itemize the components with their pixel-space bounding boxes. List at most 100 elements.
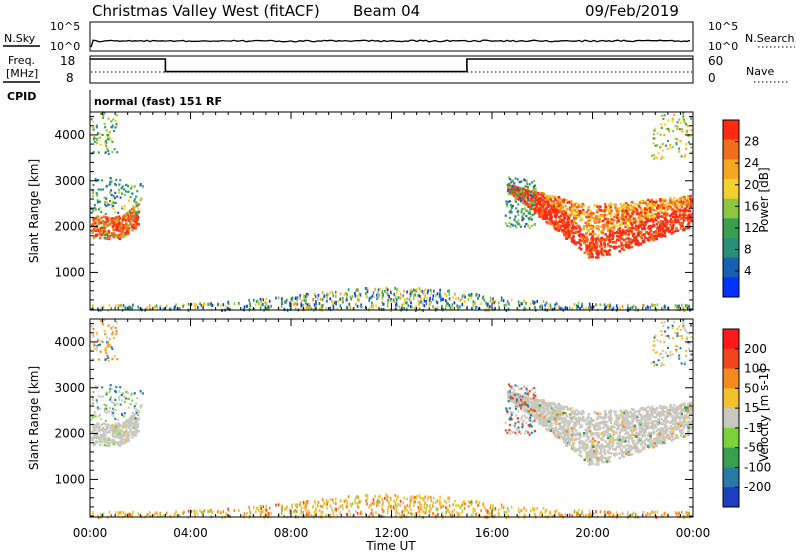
heatmap-cell <box>134 429 138 432</box>
heatmap-cell <box>510 206 513 209</box>
heatmap-cell <box>576 206 579 209</box>
heatmap-cell <box>347 495 350 499</box>
heatmap-cell <box>390 506 393 510</box>
heatmap-cell <box>686 223 689 227</box>
heatmap-cell <box>565 198 569 202</box>
heatmap-cell <box>649 214 652 218</box>
heatmap-cell <box>632 232 636 235</box>
heatmap-cell <box>390 291 392 295</box>
heatmap-cell <box>100 435 103 438</box>
heatmap-cell <box>193 302 196 306</box>
heatmap-cell <box>123 188 126 191</box>
heatmap-cell <box>534 222 536 225</box>
heatmap-cell <box>581 304 583 308</box>
heatmap-cell <box>533 212 536 216</box>
heatmap-cell <box>645 208 649 211</box>
heatmap-cell <box>321 298 324 302</box>
heatmap-cell <box>507 200 510 203</box>
heatmap-cell <box>621 211 625 215</box>
heatmap-cell <box>101 429 105 432</box>
heatmap-cell <box>561 218 564 222</box>
heatmap-cell <box>93 347 96 350</box>
heatmap-cell <box>291 503 294 507</box>
heatmap-cell <box>315 302 317 305</box>
heatmap-cell <box>366 496 369 500</box>
heatmap-cell <box>358 500 360 504</box>
heatmap-cell <box>305 504 307 507</box>
heatmap-cell <box>536 199 540 202</box>
heatmap-cell <box>225 512 227 516</box>
heatmap-cell <box>487 302 489 306</box>
heatmap-cell <box>472 304 475 308</box>
heatmap-cell <box>105 425 109 428</box>
heatmap-cell <box>616 213 620 216</box>
heatmap-cell <box>568 431 571 434</box>
heatmap-cell <box>551 211 555 214</box>
nsearch-label: N.Search <box>745 32 795 45</box>
heatmap-cell <box>133 392 136 395</box>
heatmap-cell <box>136 203 139 207</box>
heatmap-cell <box>530 207 532 210</box>
heatmap-cell <box>349 502 352 506</box>
heatmap-cell <box>122 421 126 425</box>
heatmap-cell <box>509 188 512 191</box>
heatmap-cell <box>589 305 592 309</box>
heatmap-cell <box>600 239 604 242</box>
heatmap-cell <box>470 296 473 300</box>
heatmap-cell <box>129 423 132 426</box>
heatmap-cell <box>615 212 618 216</box>
heatmap-cell <box>373 501 375 505</box>
heatmap-cell <box>662 117 665 121</box>
heatmap-cell <box>483 298 486 302</box>
heatmap-cell <box>606 426 609 429</box>
heatmap-cell <box>639 206 642 210</box>
heatmap-cell <box>579 205 583 208</box>
heatmap-cell <box>560 200 563 203</box>
heatmap-cell <box>549 510 552 514</box>
heatmap-cell <box>127 228 130 231</box>
heatmap-cell <box>95 441 99 444</box>
heatmap-cell <box>418 307 421 311</box>
heatmap-cell <box>480 509 482 513</box>
heatmap-cell <box>317 293 320 297</box>
heatmap-cell <box>630 433 633 437</box>
heatmap-cell <box>127 437 130 440</box>
heatmap-cell <box>92 429 95 433</box>
heatmap-cell <box>633 511 635 515</box>
heatmap-cell <box>425 300 427 303</box>
heatmap-cell <box>111 232 114 235</box>
heatmap-cell <box>642 201 645 204</box>
heatmap-cell <box>360 512 363 516</box>
heatmap-cell <box>355 509 357 513</box>
heatmap-cell <box>596 209 599 212</box>
heatmap-cell <box>106 354 109 357</box>
heatmap-cell <box>335 507 337 511</box>
heatmap-cell <box>663 123 666 126</box>
heatmap-cell <box>555 228 559 232</box>
heatmap-cell <box>312 505 314 509</box>
heatmap-cell <box>436 292 439 296</box>
heatmap-cell <box>545 217 549 220</box>
heatmap-cell <box>380 307 383 311</box>
heatmap-cell <box>417 510 420 514</box>
heatmap-cell <box>571 221 574 225</box>
heatmap-cell <box>654 156 657 159</box>
heatmap-cell <box>95 124 98 127</box>
heatmap-cell <box>521 509 523 513</box>
heatmap-cell <box>102 512 105 516</box>
heatmap-cell <box>254 510 257 514</box>
heatmap-cell <box>560 214 563 218</box>
heatmap-cell <box>114 304 117 308</box>
heatmap-cell <box>467 297 470 301</box>
heatmap-cell <box>356 294 359 298</box>
heatmap-cell <box>642 215 646 219</box>
heatmap-cell <box>96 199 99 202</box>
heatmap-cell <box>585 228 589 231</box>
heatmap-cell <box>124 423 128 427</box>
heatmap-cell <box>682 200 686 203</box>
heatmap-cell <box>394 286 396 290</box>
heatmap-cell <box>96 346 98 349</box>
heatmap-cell <box>621 429 625 432</box>
heatmap-cell <box>253 298 255 302</box>
